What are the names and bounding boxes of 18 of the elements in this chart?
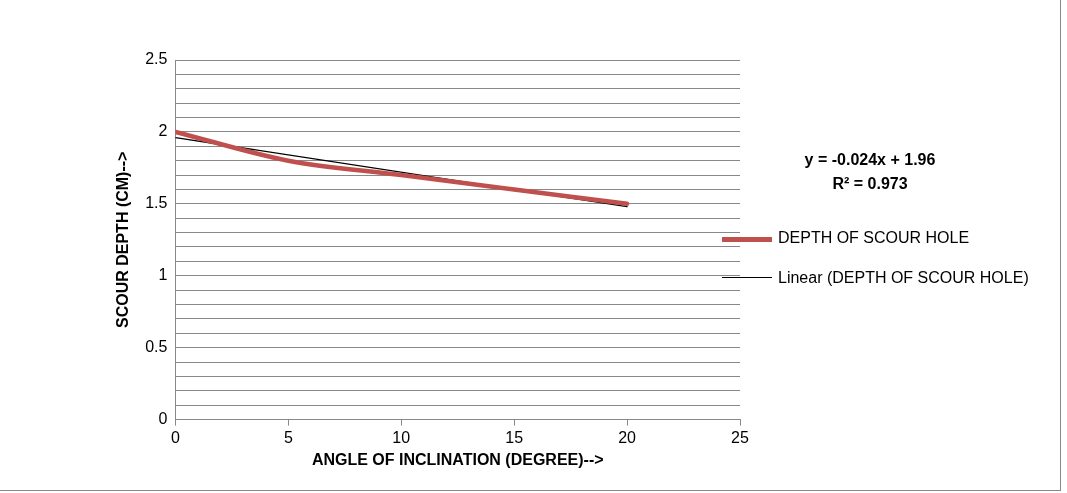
- text: R² = 0.973: [831, 174, 909, 194]
- text: y = -0.024x + 1.96: [803, 150, 937, 170]
- y-tick-label: 1.5: [145, 194, 168, 212]
- legend-label: DEPTH OF SCOUR HOLE: [778, 228, 970, 248]
- x-tick-label: 20: [618, 428, 637, 446]
- y-tick-label: 2: [158, 122, 168, 140]
- x-tick-label: 0: [170, 428, 180, 446]
- y-tick-label: 1: [158, 266, 168, 284]
- legend-label: Linear (DEPTH OF SCOUR HOLE): [778, 268, 1029, 288]
- y-tick-label: 0: [158, 410, 168, 428]
- y-axis-title: SCOUR DEPTH (CM)-->: [114, 151, 132, 329]
- x-tick-label: 5: [283, 428, 293, 446]
- y-tick-label: 0.5: [145, 338, 168, 356]
- x-tick-label: 25: [731, 428, 749, 446]
- x-tick-label: 15: [505, 428, 524, 446]
- x-tick-label: 10: [392, 428, 411, 446]
- y-tick-label: 2.5: [145, 50, 168, 68]
- x-axis-title: ANGLE OF INCLINATION (DEGREE)-->: [311, 450, 604, 468]
